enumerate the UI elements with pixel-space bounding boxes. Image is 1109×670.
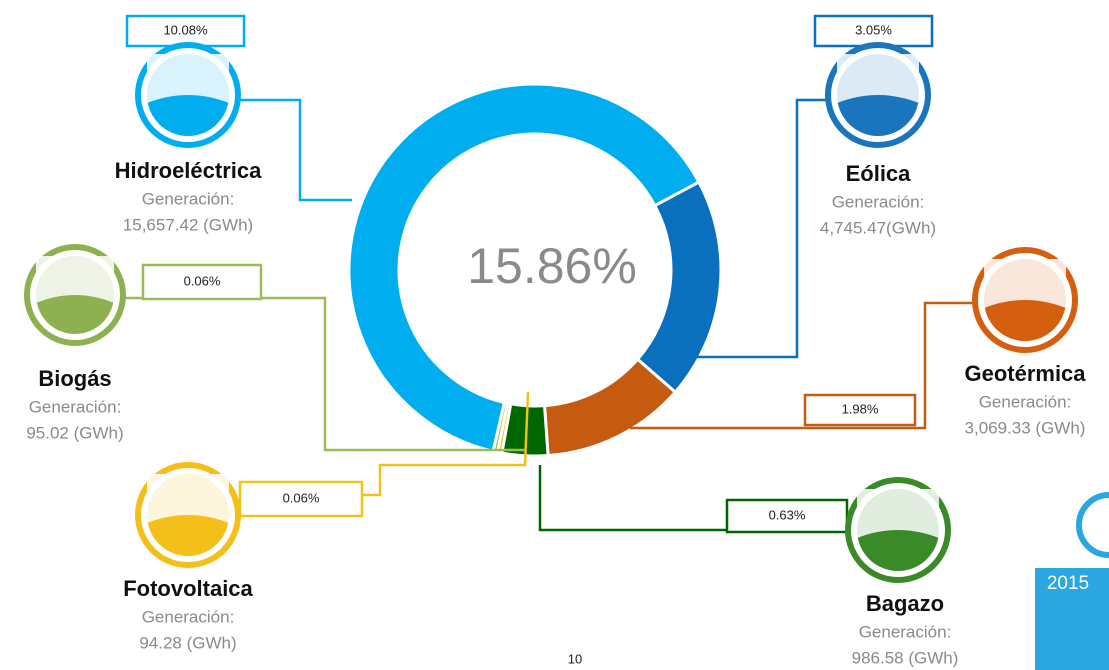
generation-value: 15,657.42 (GWh) bbox=[123, 215, 253, 234]
value-label: 0.06% bbox=[283, 490, 320, 505]
side-label: 2015 bbox=[1047, 573, 1089, 594]
connector bbox=[630, 301, 975, 430]
side-icon bbox=[1076, 492, 1109, 558]
connector bbox=[240, 98, 352, 202]
donut-segment bbox=[635, 180, 723, 395]
value-label: 1.98% bbox=[842, 401, 879, 416]
generation-label: Generación: bbox=[142, 189, 235, 208]
value-label: 3.05% bbox=[855, 22, 892, 37]
value-label: 0.06% bbox=[184, 273, 221, 288]
source-name: Bagazo bbox=[866, 591, 944, 616]
center-label: 15.86% bbox=[467, 238, 637, 294]
source-name: Biogás bbox=[38, 366, 111, 391]
label-box bbox=[125, 14, 246, 48]
connector bbox=[362, 391, 530, 497]
generation-value: 95.02 (GWh) bbox=[26, 423, 123, 442]
source-name: Eólica bbox=[846, 161, 912, 186]
icon-ground bbox=[147, 474, 229, 523]
generation-label: Generación: bbox=[29, 397, 122, 416]
source-name: Fotovoltaica bbox=[123, 576, 253, 601]
generation-value: 4,745.47(GWh) bbox=[820, 218, 936, 237]
donut-segment bbox=[347, 82, 701, 454]
generation-value: 94.28 (GWh) bbox=[139, 633, 236, 652]
generation-value: 3,069.33 (GWh) bbox=[965, 418, 1086, 437]
icon-ground bbox=[857, 489, 939, 538]
donut-segment bbox=[542, 357, 678, 458]
generation-label: Generación: bbox=[979, 392, 1072, 411]
generation-label: Generación: bbox=[832, 192, 925, 211]
label-box bbox=[141, 263, 263, 301]
label-box bbox=[803, 393, 917, 427]
icon-ground bbox=[837, 54, 919, 103]
value-label: 10.08% bbox=[163, 22, 208, 37]
donut-segment bbox=[491, 400, 510, 454]
source-name: Hidroeléctrica bbox=[115, 158, 262, 183]
icon-ground bbox=[984, 259, 1066, 308]
page-number: 10 bbox=[568, 651, 582, 666]
connector bbox=[685, 98, 828, 359]
label-box bbox=[238, 480, 364, 518]
side-panel bbox=[1035, 568, 1109, 670]
icon-ground bbox=[147, 54, 229, 103]
generation-label: Generación: bbox=[142, 607, 235, 626]
label-box bbox=[813, 14, 934, 48]
icon-ground bbox=[36, 256, 114, 303]
source-name: Geotérmica bbox=[964, 361, 1086, 386]
generation-label: Generación: bbox=[859, 622, 952, 641]
value-label: 0.63% bbox=[769, 507, 806, 522]
generation-value: 986.58 (GWh) bbox=[852, 648, 959, 667]
